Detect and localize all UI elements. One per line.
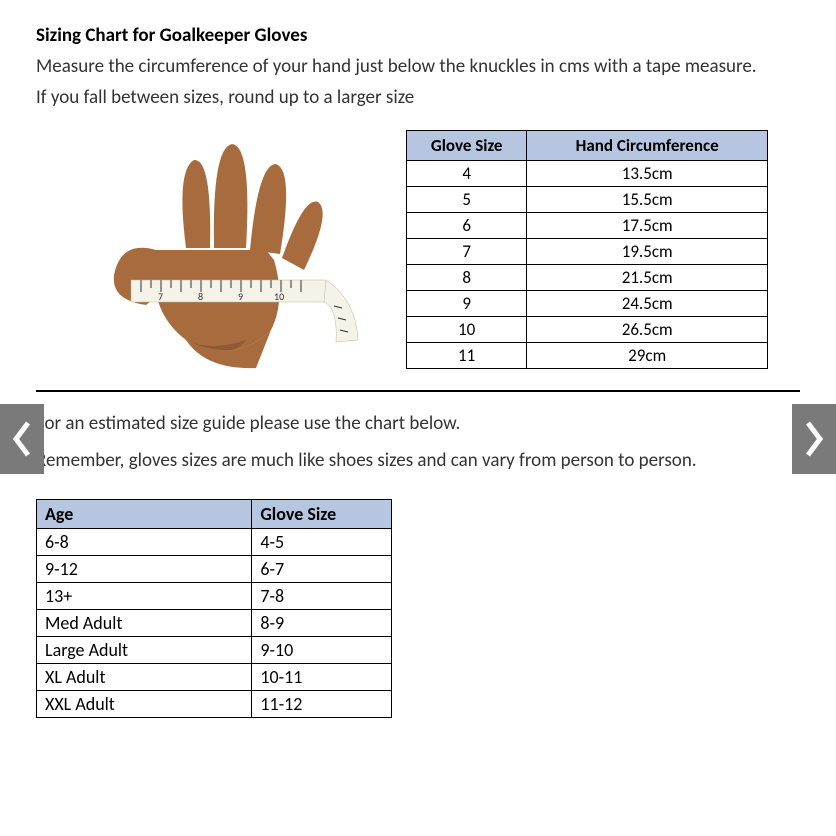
chevron-right-icon — [803, 420, 825, 458]
th-glove-size: Glove Size — [252, 500, 392, 529]
table-row: 515.5cm — [407, 187, 768, 213]
cell-glove-size: 7-8 — [252, 583, 392, 610]
cell-glove-size: 4 — [407, 161, 527, 187]
top-row: 7 8 9 10 Glove Size Hand — [36, 130, 800, 370]
cell-hand-circ: 15.5cm — [527, 187, 768, 213]
cell-glove-size: 8-9 — [252, 610, 392, 637]
intro-line-2: If you fall between sizes, round up to a… — [36, 84, 800, 113]
age-size-table: Age Glove Size 6-84-59-126-713+7-8Med Ad… — [36, 499, 392, 718]
hand-measure-figure: 7 8 9 10 — [36, 130, 376, 370]
table-row: 1129cm — [407, 343, 768, 369]
cell-glove-size: 5 — [407, 187, 527, 213]
cell-age: 13+ — [37, 583, 252, 610]
cell-glove-size: 6-7 — [252, 556, 392, 583]
cell-glove-size: 9-10 — [252, 637, 392, 664]
tape-num-9: 9 — [238, 290, 243, 303]
table-row: 413.5cm — [407, 161, 768, 187]
chevron-left-icon — [11, 420, 33, 458]
prev-button[interactable] — [0, 404, 44, 474]
table-row: Large Adult9-10 — [37, 637, 392, 664]
cell-glove-size: 4-5 — [252, 529, 392, 556]
table-row: 13+7-8 — [37, 583, 392, 610]
table-row: XXL Adult11-12 — [37, 691, 392, 718]
age-table-body: 6-84-59-126-713+7-8Med Adult8-9Large Adu… — [37, 529, 392, 718]
cell-hand-circ: 17.5cm — [527, 213, 768, 239]
table-row: Med Adult8-9 — [37, 610, 392, 637]
table-row: 719.5cm — [407, 239, 768, 265]
cell-age: 6-8 — [37, 529, 252, 556]
intro-line-1: Measure the circumference of your hand j… — [36, 53, 800, 82]
section-divider — [36, 390, 800, 392]
cell-age: 9-12 — [37, 556, 252, 583]
table-row: 9-126-7 — [37, 556, 392, 583]
cell-hand-circ: 26.5cm — [527, 317, 768, 343]
table-row: 617.5cm — [407, 213, 768, 239]
sizing-chart-page: Sizing Chart for Goalkeeper Gloves Measu… — [0, 0, 836, 742]
cell-glove-size: 10 — [407, 317, 527, 343]
glove-size-table: Glove Size Hand Circumference 413.5cm515… — [406, 130, 768, 369]
page-title: Sizing Chart for Goalkeeper Gloves — [36, 24, 800, 47]
tape-num-10: 10 — [274, 290, 284, 303]
cell-hand-circ: 19.5cm — [527, 239, 768, 265]
size-table-body: 413.5cm515.5cm617.5cm719.5cm821.5cm924.5… — [407, 161, 768, 369]
table-row: XL Adult10-11 — [37, 664, 392, 691]
cell-glove-size: 11-12 — [252, 691, 392, 718]
cell-age: Large Adult — [37, 637, 252, 664]
cell-hand-circ: 29cm — [527, 343, 768, 369]
cell-glove-size: 8 — [407, 265, 527, 291]
cell-hand-circ: 21.5cm — [527, 265, 768, 291]
cell-glove-size: 11 — [407, 343, 527, 369]
mid-line-1: For an estimated size guide please use t… — [36, 410, 800, 439]
th-hand-circ: Hand Circumference — [527, 131, 768, 161]
next-button[interactable] — [792, 404, 836, 474]
cell-age: Med Adult — [37, 610, 252, 637]
cell-age: XXL Adult — [37, 691, 252, 718]
table-header-row: Age Glove Size — [37, 500, 392, 529]
cell-glove-size: 6 — [407, 213, 527, 239]
cell-glove-size: 10-11 — [252, 664, 392, 691]
table-row: 1026.5cm — [407, 317, 768, 343]
table-row: 821.5cm — [407, 265, 768, 291]
hand-svg: 7 8 9 10 — [36, 130, 376, 370]
table-row: 924.5cm — [407, 291, 768, 317]
tape-num-7: 7 — [158, 290, 163, 303]
cell-hand-circ: 24.5cm — [527, 291, 768, 317]
table-row: 6-84-5 — [37, 529, 392, 556]
cell-hand-circ: 13.5cm — [527, 161, 768, 187]
cell-glove-size: 9 — [407, 291, 527, 317]
th-age: Age — [37, 500, 252, 529]
table-header-row: Glove Size Hand Circumference — [407, 131, 768, 161]
cell-age: XL Adult — [37, 664, 252, 691]
cell-glove-size: 7 — [407, 239, 527, 265]
tape-num-8: 8 — [198, 290, 203, 303]
mid-line-2: Remember, gloves sizes are much like sho… — [36, 447, 800, 476]
th-glove-size: Glove Size — [407, 131, 527, 161]
